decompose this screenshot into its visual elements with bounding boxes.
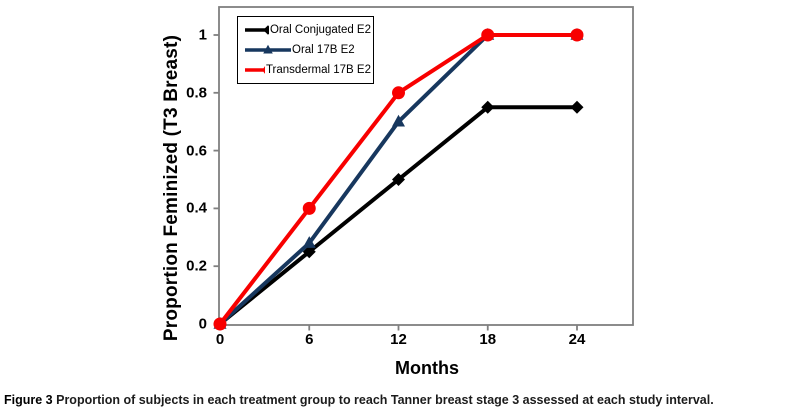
series-line-oral-conjugated-e2 [218,105,577,326]
plot-border [218,6,634,326]
legend-marker-shape [263,44,273,54]
marker-diamond-oral-conjugated-e2 [570,100,584,114]
y-tick-label: 1 [198,26,207,44]
y-tick-label: 0.6 [186,142,207,160]
y-tick-label: 0 [198,315,207,333]
y-axis-title: Proportion Feminized (T3 Breast) [161,34,182,342]
marker-circle-transdermal-17b-e2 [302,201,316,215]
marker-diamond-oral-conjugated-e2 [392,173,405,186]
plot-svg [213,6,634,331]
legend-marker-shape [263,25,269,35]
y-tick-label: 0.4 [186,199,207,217]
marker-diamond-oral-conjugated-e2 [481,100,495,114]
legend-label: Oral 17B E2 [292,44,355,56]
y-tick-label: 0.8 [186,84,207,102]
marker-circle-transdermal-17b-e2 [481,28,495,42]
legend-marker-diamond-icon [245,25,269,35]
legend: Oral Conjugated E2 Oral 17B E2 Transdermal… [237,16,374,84]
legend-item-2: Transdermal 17B E2 [245,63,371,77]
legend-marker-triangle-icon [245,44,291,54]
x-tick-label: 24 [568,331,586,348]
legend-marker-circle-icon [245,66,265,74]
legend-marker-shape [263,66,265,74]
legend-label: Oral Conjugated E2 [269,24,371,36]
legend-label: Transdermal 17B E2 [265,64,371,76]
legend-item-1: Oral 17B E2 [245,43,371,57]
x-tick-label: 12 [390,331,407,348]
legend-item-0: Oral Conjugated E2 [245,23,371,37]
x-tick-label: 18 [479,331,497,348]
y-tick-label: 0.2 [186,257,207,275]
x-tick-label: 6 [305,331,314,348]
figure-caption-text: Proportion of subjects in each treatment… [56,393,714,407]
marker-triangle-oral-17b-e2 [302,236,316,248]
marker-circle-transdermal-17b-e2 [392,86,405,100]
marker-circle-transdermal-17b-e2 [213,317,227,331]
marker-triangle-oral-17b-e2 [392,114,405,127]
marker-circle-transdermal-17b-e2 [570,28,584,42]
figure-label: Figure 3 [4,393,53,407]
x-tick-label: 0 [215,331,225,348]
x-axis-title: Months [395,358,459,378]
figure-caption: Figure 3 Proportion of subjects in each … [4,392,790,408]
